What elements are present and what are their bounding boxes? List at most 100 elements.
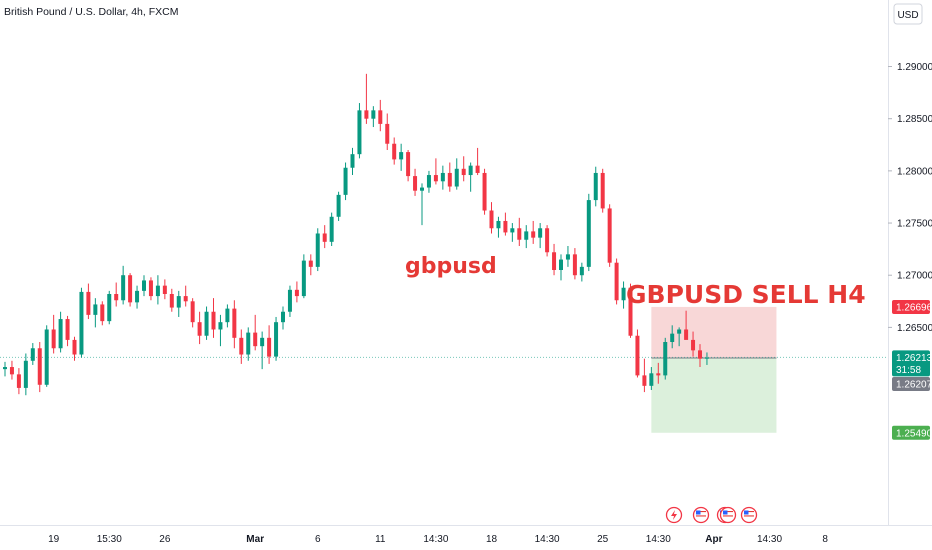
- candle[interactable]: [649, 367, 654, 390]
- candle[interactable]: [93, 298, 98, 328]
- price-axis-ticks[interactable]: 1.29000 1.28500 1.28000 1.27500 1.27000 1.265…: [888, 62, 932, 334]
- candle[interactable]: [260, 331, 265, 370]
- candle[interactable]: [267, 325, 272, 364]
- flag-us-icon[interactable]: [740, 506, 758, 524]
- candle[interactable]: [121, 265, 126, 305]
- candle[interactable]: [538, 223, 543, 249]
- economic-events[interactable]: [665, 506, 758, 524]
- candle[interactable]: [642, 358, 647, 393]
- candle[interactable]: [572, 248, 577, 280]
- candle[interactable]: [322, 225, 327, 249]
- candle[interactable]: [37, 342, 42, 393]
- lightning-icon[interactable]: [665, 506, 683, 524]
- candle[interactable]: [44, 325, 49, 387]
- candle[interactable]: [489, 202, 494, 234]
- candle[interactable]: [593, 166, 598, 207]
- candle[interactable]: [287, 285, 292, 317]
- candle[interactable]: [232, 300, 237, 349]
- candle[interactable]: [135, 285, 140, 309]
- candle[interactable]: [30, 343, 35, 365]
- candle[interactable]: [364, 73, 369, 124]
- candle[interactable]: [600, 168, 605, 213]
- candle[interactable]: [142, 275, 146, 297]
- candle[interactable]: [378, 99, 383, 132]
- candle[interactable]: [315, 228, 320, 272]
- flag-us-icon[interactable]: [719, 506, 737, 524]
- candle[interactable]: [468, 162, 473, 192]
- candle[interactable]: [524, 225, 529, 249]
- candle[interactable]: [420, 183, 424, 226]
- candle[interactable]: [552, 243, 557, 276]
- stop-loss-zone[interactable]: [651, 306, 777, 358]
- candle[interactable]: [211, 298, 216, 338]
- candle[interactable]: [357, 103, 362, 159]
- candle[interactable]: [128, 273, 133, 307]
- candle[interactable]: [399, 143, 404, 171]
- candle[interactable]: [621, 281, 626, 309]
- candle[interactable]: [447, 162, 452, 192]
- candle[interactable]: [586, 193, 591, 272]
- candle[interactable]: [86, 283, 91, 320]
- candle[interactable]: [614, 258, 619, 305]
- candle[interactable]: [385, 113, 390, 150]
- candle[interactable]: [482, 168, 487, 215]
- candle[interactable]: [100, 301, 105, 326]
- candle[interactable]: [454, 158, 459, 190]
- candle[interactable]: [183, 285, 188, 307]
- candle[interactable]: [239, 329, 244, 364]
- candles-series[interactable]: [3, 73, 709, 396]
- candle[interactable]: [148, 277, 153, 301]
- candle[interactable]: [294, 281, 299, 303]
- candle[interactable]: [169, 288, 174, 312]
- candle[interactable]: [704, 352, 709, 365]
- candle[interactable]: [426, 170, 431, 193]
- candle[interactable]: [475, 147, 480, 176]
- candle[interactable]: [392, 137, 397, 165]
- candle[interactable]: [531, 220, 536, 244]
- candle[interactable]: [58, 311, 63, 353]
- candle[interactable]: [559, 254, 563, 281]
- candle[interactable]: [274, 316, 279, 361]
- candle[interactable]: [16, 368, 21, 395]
- candle[interactable]: [698, 344, 702, 368]
- candle[interactable]: [343, 162, 348, 201]
- candle[interactable]: [336, 191, 341, 221]
- flag-us-icon[interactable]: [692, 506, 710, 524]
- candle[interactable]: [656, 362, 661, 384]
- candle[interactable]: [107, 290, 112, 325]
- candle[interactable]: [281, 306, 285, 330]
- signal-annotation[interactable]: GBPUSD SELL H4: [626, 280, 866, 309]
- candle[interactable]: [3, 361, 7, 377]
- candle[interactable]: [684, 310, 689, 340]
- candle[interactable]: [371, 106, 376, 128]
- candle[interactable]: [350, 147, 355, 176]
- candle[interactable]: [72, 336, 77, 361]
- candle[interactable]: [635, 329, 640, 378]
- candle[interactable]: [433, 158, 438, 185]
- time-axis-ticks[interactable]: 19 15:30 26 Mar 6 11 14:30 18 14:30 25 14:30 Apr 14:…: [48, 534, 828, 545]
- candle[interactable]: [65, 315, 70, 347]
- candle[interactable]: [579, 262, 584, 282]
- candle[interactable]: [517, 217, 522, 246]
- candle[interactable]: [253, 314, 258, 351]
- candle[interactable]: [503, 212, 508, 236]
- candle[interactable]: [607, 204, 612, 267]
- candle[interactable]: [461, 156, 466, 182]
- candle[interactable]: [545, 225, 550, 257]
- candle[interactable]: [114, 282, 119, 307]
- currency-button[interactable]: USD: [893, 3, 923, 25]
- candle[interactable]: [677, 327, 682, 347]
- candle[interactable]: [51, 314, 56, 354]
- candle[interactable]: [79, 287, 84, 358]
- candle[interactable]: [190, 298, 195, 328]
- candle[interactable]: [204, 306, 209, 340]
- candle[interactable]: [246, 327, 251, 361]
- candle[interactable]: [197, 311, 202, 345]
- candle[interactable]: [670, 325, 675, 349]
- candle[interactable]: [218, 314, 223, 347]
- candle[interactable]: [176, 290, 181, 317]
- candle[interactable]: [329, 212, 334, 246]
- candle[interactable]: [691, 331, 696, 357]
- candle[interactable]: [510, 223, 515, 242]
- pair-annotation[interactable]: gbpusd: [405, 254, 497, 279]
